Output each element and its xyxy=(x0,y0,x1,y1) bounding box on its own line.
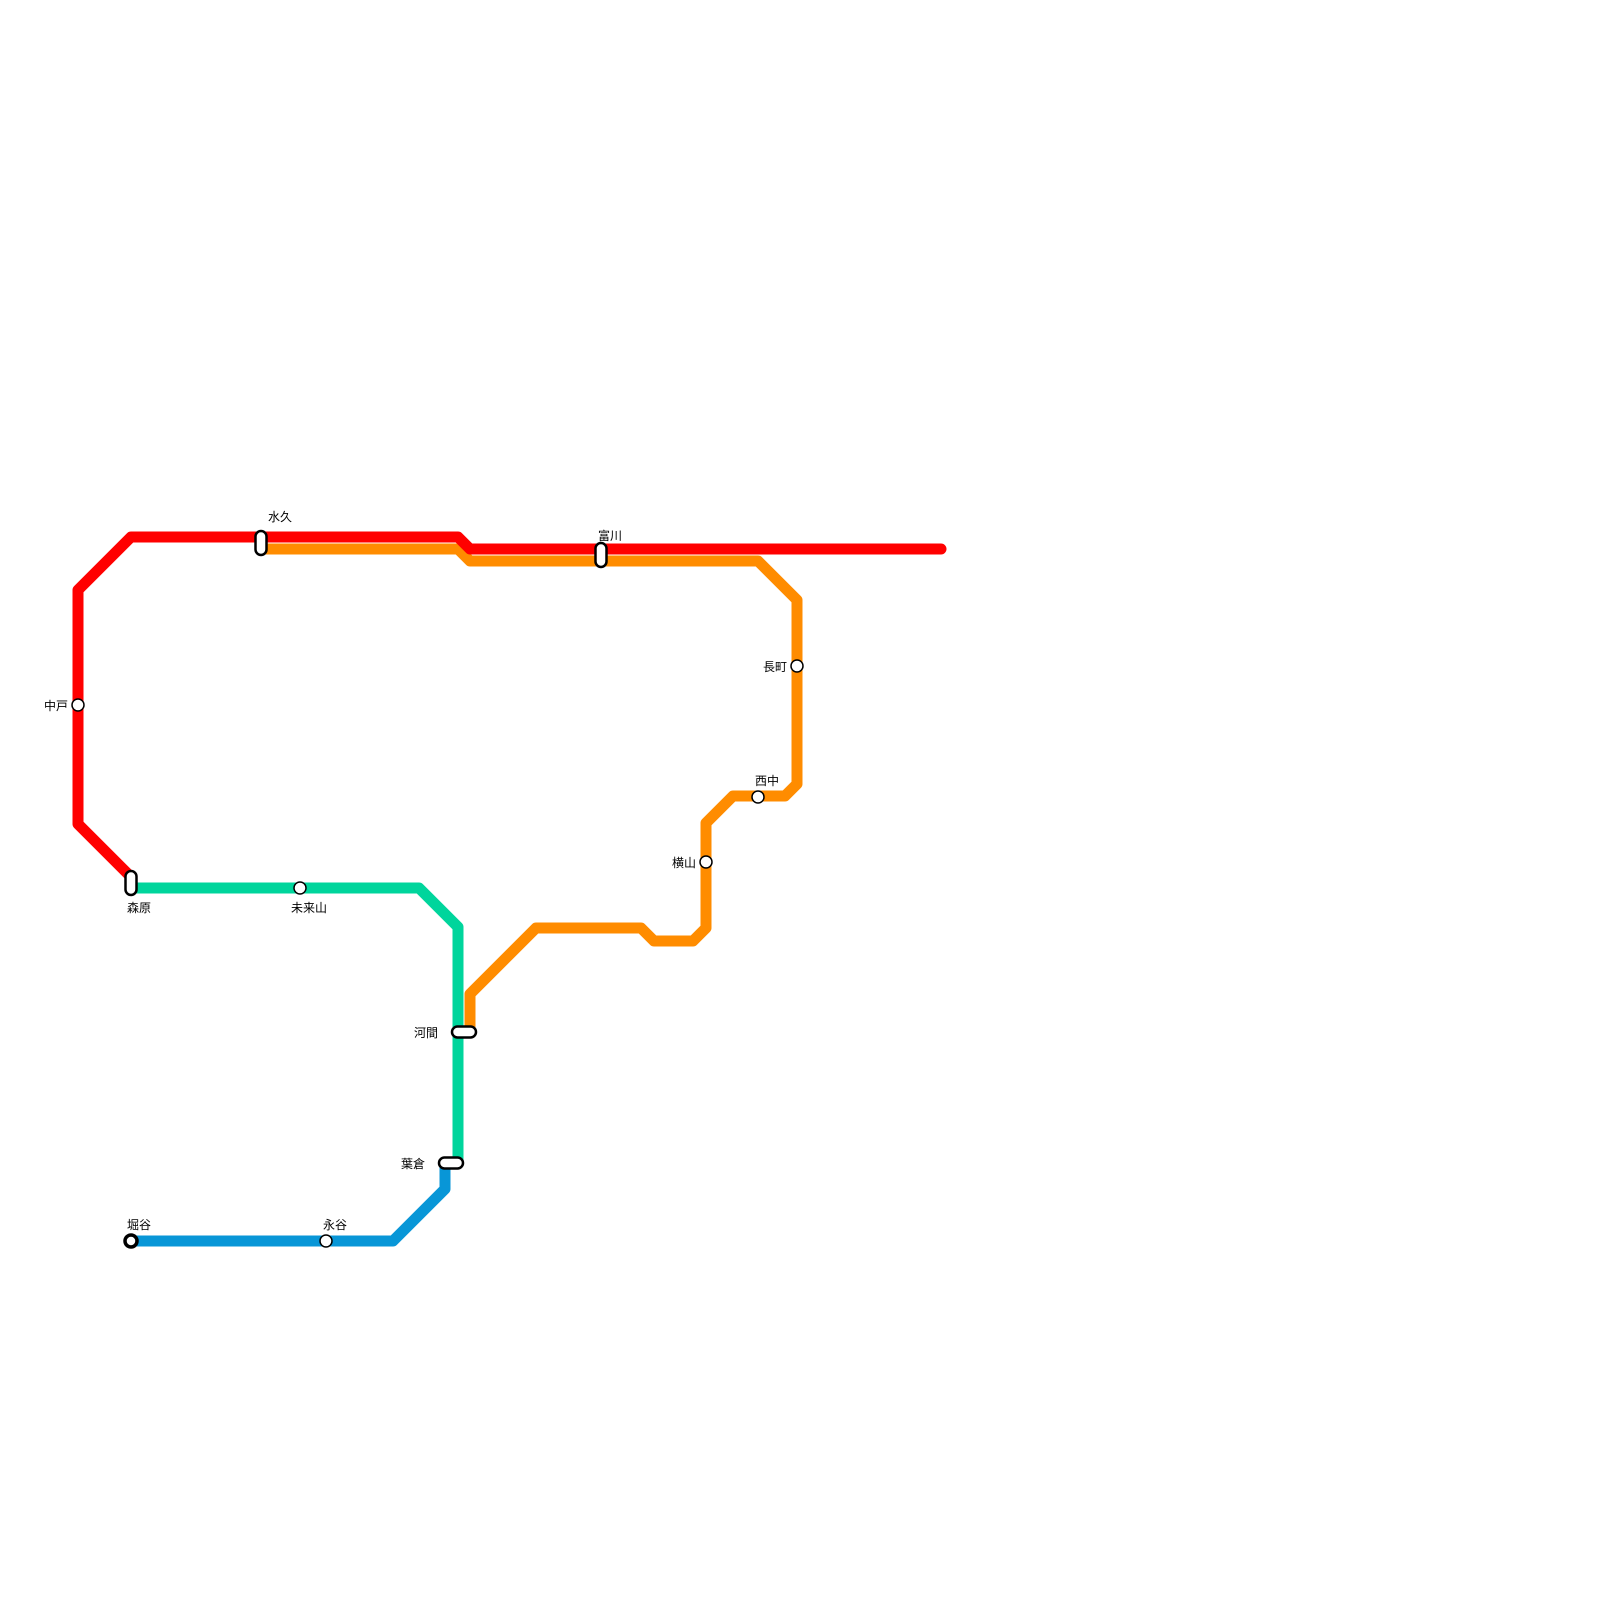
orange-line[interactable] xyxy=(256,543,803,1038)
station-yokoyama-label: 横山 xyxy=(672,856,696,870)
station-yokoyama-marker[interactable] xyxy=(699,855,713,869)
station-nakado-marker[interactable] xyxy=(71,698,85,712)
station-nagamachi-marker[interactable] xyxy=(790,659,804,673)
station-nagaya-marker[interactable] xyxy=(319,1234,333,1248)
station-nakado-label: 中戸 xyxy=(44,698,68,713)
station-kawama-marker[interactable] xyxy=(450,1025,478,1039)
station-nagaya-label: 永谷 xyxy=(323,1218,347,1232)
station-miraiyama-label: 未来山 xyxy=(291,901,327,915)
red-line[interactable] xyxy=(72,531,947,883)
station-hakura-marker[interactable] xyxy=(437,1156,465,1170)
station-morihara-label: 森原 xyxy=(127,900,151,915)
station-nishinaka-label: 西中 xyxy=(755,773,779,788)
station-mizuhisa-marker[interactable] xyxy=(254,529,268,557)
station-nishinaka-marker[interactable] xyxy=(751,790,765,804)
station-tomikawa-label: 富川 xyxy=(598,528,622,543)
station-kawama-label: 河間 xyxy=(414,1026,438,1040)
station-morihara-marker[interactable] xyxy=(124,869,138,897)
blue-line[interactable] xyxy=(125,1157,451,1247)
station-miraiyama-marker[interactable] xyxy=(293,881,307,895)
station-hakura-label: 葉倉 xyxy=(401,1156,425,1171)
station-horiya-label: 堀谷 xyxy=(127,1217,151,1232)
station-nagamachi-label: 長町 xyxy=(763,660,787,674)
station-horiya-terminal-marker[interactable] xyxy=(123,1233,139,1249)
station-mizuhisa-label: 水久 xyxy=(268,510,292,524)
green-line[interactable] xyxy=(125,882,464,1169)
station-tomikawa-marker[interactable] xyxy=(594,541,608,569)
